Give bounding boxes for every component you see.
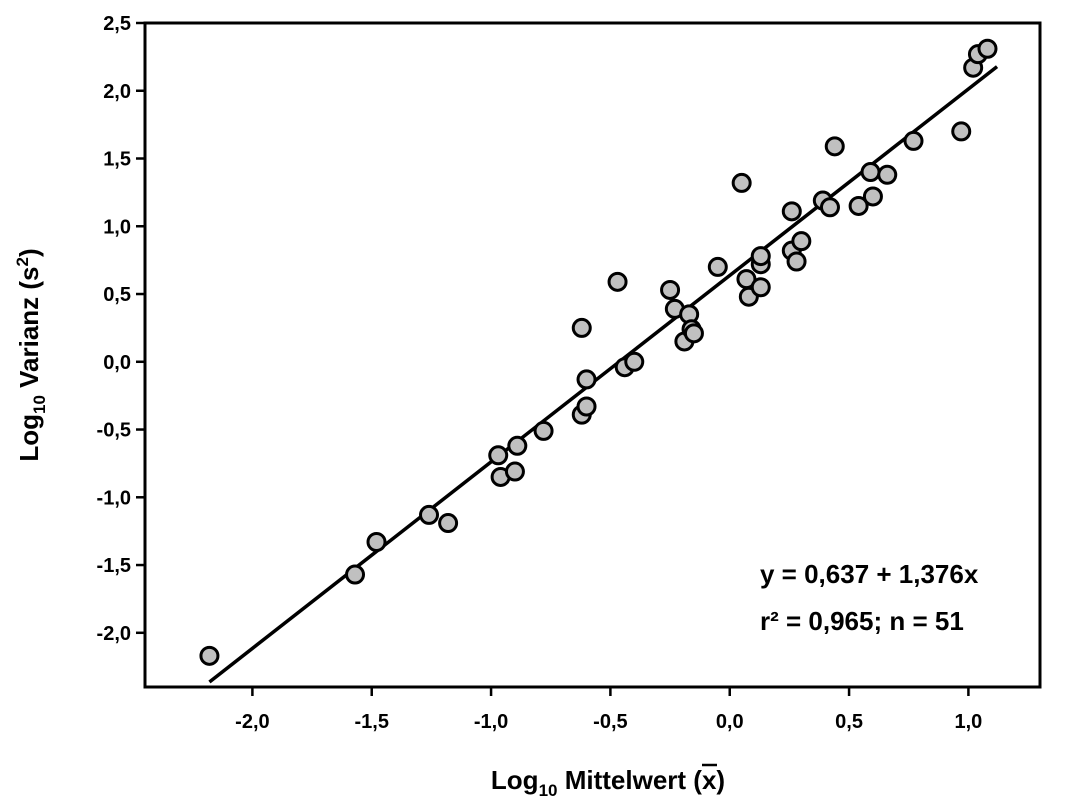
data-point xyxy=(951,121,972,142)
y-tick-label: 1,5 xyxy=(103,149,131,171)
data-point xyxy=(877,164,898,185)
data-point xyxy=(488,445,509,466)
y-tick-label: -1,5 xyxy=(97,555,131,577)
data-point xyxy=(781,201,802,222)
x-tick-label: 0,0 xyxy=(716,711,744,733)
data-point xyxy=(819,197,840,218)
data-points xyxy=(199,38,998,666)
y-tick-label: 2,0 xyxy=(103,81,131,103)
y-tick-label: -2,0 xyxy=(97,623,131,645)
data-point xyxy=(366,532,387,553)
data-point xyxy=(786,251,807,272)
y-tick-label: 0,5 xyxy=(103,284,131,306)
data-point xyxy=(750,246,771,267)
y-axis-title-superscript: 2 xyxy=(13,257,32,266)
data-point xyxy=(438,513,459,534)
data-point xyxy=(683,323,704,344)
x-tick-label: -2,0 xyxy=(235,711,269,733)
data-point xyxy=(860,162,881,183)
data-point xyxy=(507,435,528,456)
data-point xyxy=(848,195,869,216)
data-point xyxy=(571,317,592,338)
x-axis-title-symbol: x xyxy=(702,765,717,795)
x-tick-label: -1,0 xyxy=(474,711,508,733)
data-point xyxy=(199,645,220,666)
data-point xyxy=(345,564,366,585)
y-axis-title: Log10 Varianz (s2) xyxy=(13,248,49,461)
x-tick-label: 0,5 xyxy=(835,711,863,733)
data-point xyxy=(607,271,628,292)
regression-line xyxy=(208,65,999,684)
data-point xyxy=(533,420,554,441)
y-axis-title-subscript: 10 xyxy=(30,395,49,414)
x-tick-label: -1,5 xyxy=(354,711,388,733)
x-axis-title-text: Mittelwert ( xyxy=(557,765,702,795)
y-axis-title-prefix: Log xyxy=(14,414,44,462)
data-point xyxy=(824,136,845,157)
x-axis-title-prefix: Log xyxy=(491,765,539,795)
data-point xyxy=(660,279,681,300)
stats-annotation: r² = 0,965; n = 51 xyxy=(760,606,964,636)
x-axis-title: Log10 Mittelwert (x) xyxy=(491,765,725,800)
data-point xyxy=(624,351,645,372)
x-axis-title-suffix: ) xyxy=(716,765,725,795)
axis-ticks xyxy=(136,21,970,696)
data-point xyxy=(977,38,998,59)
data-point xyxy=(750,277,771,298)
equation-annotation: y = 0,637 + 1,376x xyxy=(760,559,979,589)
data-point xyxy=(576,396,597,417)
x-axis-title-subscript: 10 xyxy=(539,781,558,800)
data-point xyxy=(903,130,924,151)
data-point xyxy=(731,172,752,193)
x-tick-label: 1,0 xyxy=(954,711,982,733)
plot-frame xyxy=(143,21,1042,689)
y-tick-label: -1,0 xyxy=(97,487,131,509)
data-point xyxy=(791,231,812,252)
y-tick-label: 0,0 xyxy=(103,352,131,374)
data-point xyxy=(707,256,728,277)
axis-tick-labels: -2,0 -1,5 -1,0 -0,5 0,0 0,5 1,0 2,5 2,0 1,5 1,0 0,5… xyxy=(97,13,983,733)
data-point xyxy=(576,369,597,390)
y-tick-label: -0,5 xyxy=(97,420,131,442)
y-axis-title-text: Varianz (s xyxy=(14,266,44,395)
y-tick-label: 2,5 xyxy=(103,13,131,35)
y-axis-title-suffix: ) xyxy=(14,248,44,257)
y-tick-label: 1,0 xyxy=(103,216,131,238)
data-point xyxy=(862,186,883,207)
x-tick-label: -0,5 xyxy=(593,711,627,733)
data-point xyxy=(504,461,525,482)
data-point xyxy=(419,504,440,525)
